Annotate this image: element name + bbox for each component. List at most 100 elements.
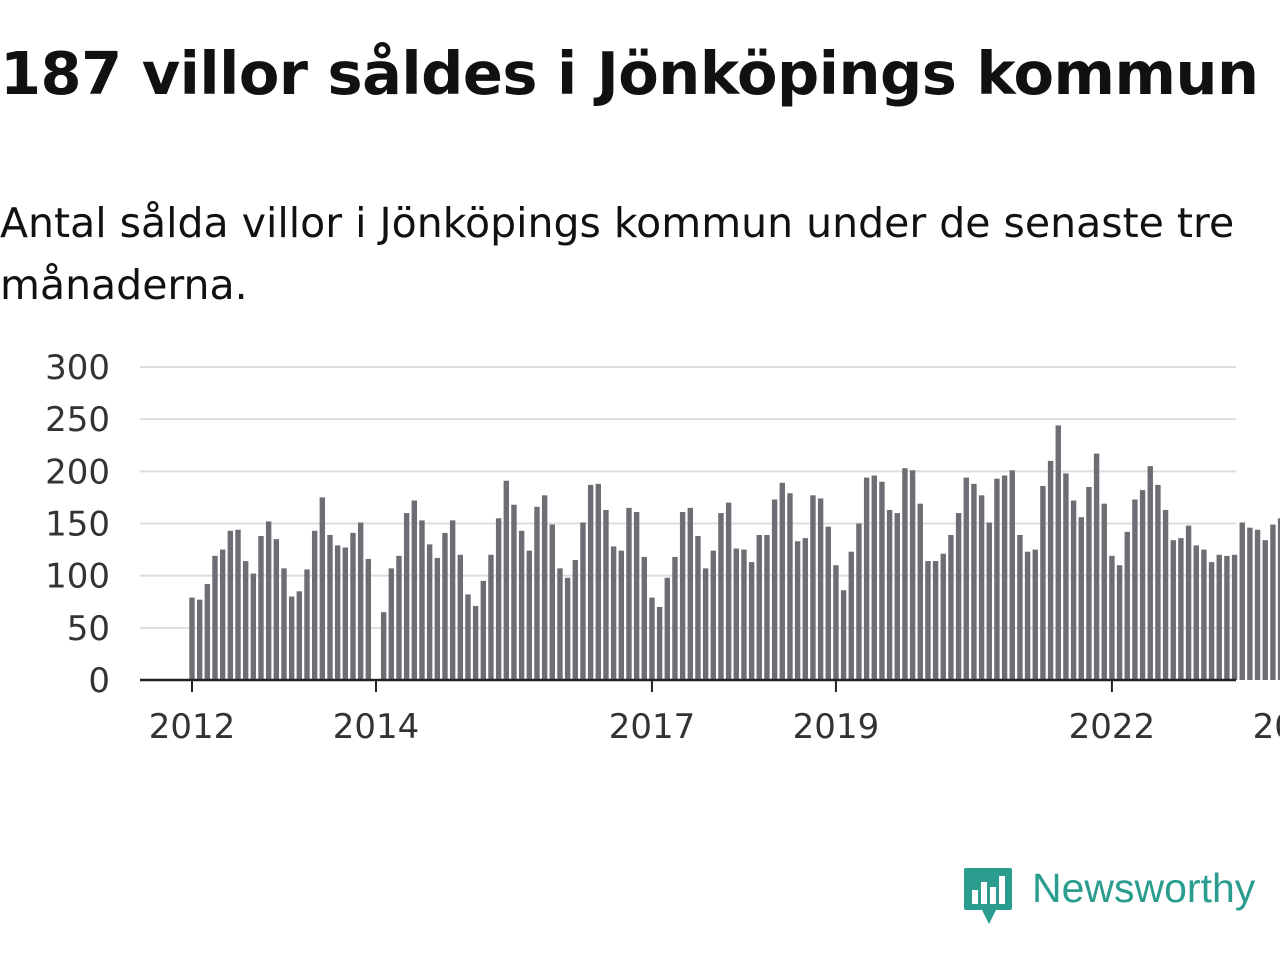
bar <box>902 468 908 680</box>
bar <box>802 538 808 680</box>
bar <box>1224 555 1230 680</box>
bar <box>549 524 555 680</box>
bar <box>718 513 724 680</box>
bar <box>1162 509 1169 680</box>
bar <box>879 481 885 680</box>
bar <box>1001 475 1008 680</box>
bar <box>1124 531 1130 680</box>
bar <box>265 521 272 680</box>
bar <box>840 590 847 680</box>
bar <box>618 550 624 680</box>
bar <box>518 530 525 680</box>
bar <box>687 507 693 680</box>
bars <box>189 425 1280 680</box>
bar <box>212 555 218 680</box>
bar <box>1155 484 1161 680</box>
bar <box>1040 485 1046 680</box>
bar <box>304 569 310 680</box>
bar <box>242 561 249 680</box>
bar <box>526 550 532 680</box>
bar <box>1109 555 1115 680</box>
bar <box>756 534 762 680</box>
bar <box>955 513 962 680</box>
y-axis: 0 50 100 150 200 250 300 <box>45 348 110 701</box>
bar <box>1178 538 1184 680</box>
bar <box>1262 540 1268 680</box>
bar <box>1193 545 1199 680</box>
bar <box>327 534 333 680</box>
bar <box>1231 554 1238 680</box>
bar <box>833 565 839 680</box>
x-axis: 2012 2014 2017 2019 2022 2024 <box>140 678 1280 747</box>
bar <box>626 507 632 680</box>
bar <box>925 561 931 680</box>
bar <box>710 550 716 680</box>
brand-name: Newsworthy <box>1032 865 1256 911</box>
bar <box>733 548 739 680</box>
bar <box>1101 503 1107 680</box>
bar <box>281 568 287 680</box>
y-tick-label: 150 <box>45 505 110 545</box>
chart-subtitle: Antal sålda villor i Jönköpings kommun u… <box>0 199 1235 309</box>
bar <box>725 502 732 680</box>
bar <box>595 483 601 680</box>
bar <box>365 558 372 680</box>
bar <box>948 534 954 680</box>
bar <box>534 506 540 680</box>
y-tick-label: 0 <box>88 661 110 701</box>
bar <box>1086 486 1092 680</box>
y-tick-label: 100 <box>45 557 110 597</box>
bar <box>1078 517 1084 680</box>
bar <box>656 606 663 680</box>
bar <box>388 568 395 680</box>
x-tick-label: 2012 <box>149 707 236 747</box>
bar <box>963 477 969 680</box>
newsworthy-logo-icon <box>964 868 1012 924</box>
bar <box>1170 540 1176 680</box>
bar <box>848 551 854 680</box>
bar <box>495 518 502 680</box>
bar <box>1270 524 1276 680</box>
bar <box>219 549 226 680</box>
bar <box>1032 549 1038 680</box>
bar <box>978 495 985 680</box>
bar <box>1201 549 1207 680</box>
y-tick-label: 300 <box>45 348 110 388</box>
bar <box>396 555 402 680</box>
bar <box>695 536 701 680</box>
bar <box>741 549 747 680</box>
bar <box>488 554 494 680</box>
bar <box>204 584 211 680</box>
bar <box>886 509 893 680</box>
bar <box>480 580 487 680</box>
bar <box>787 493 793 680</box>
bar <box>1132 499 1138 680</box>
bar <box>679 512 686 680</box>
bar <box>1063 473 1069 680</box>
bar <box>664 577 670 680</box>
bar <box>994 478 1000 680</box>
chart-title: 187 villor såldes i Jönköpings kommun <box>0 39 1259 108</box>
bar <box>1017 534 1023 680</box>
bar <box>817 498 824 680</box>
x-tick-label: 2022 <box>1069 707 1156 747</box>
bar <box>1185 525 1192 680</box>
bar <box>633 512 640 680</box>
bar <box>702 568 709 680</box>
bar <box>334 545 341 680</box>
bar <box>610 546 617 680</box>
bar <box>449 520 456 680</box>
bar <box>189 597 195 680</box>
bar <box>940 553 946 680</box>
x-tick-label: 2017 <box>609 707 696 747</box>
bar <box>250 573 257 680</box>
bar <box>380 612 387 680</box>
x-tick-label: 2024 <box>1253 707 1280 747</box>
bar <box>641 556 647 680</box>
bar <box>863 477 870 680</box>
bar <box>296 591 303 680</box>
bar <box>649 597 655 680</box>
bar <box>258 536 264 680</box>
bar <box>986 522 992 680</box>
bar <box>1116 565 1123 680</box>
